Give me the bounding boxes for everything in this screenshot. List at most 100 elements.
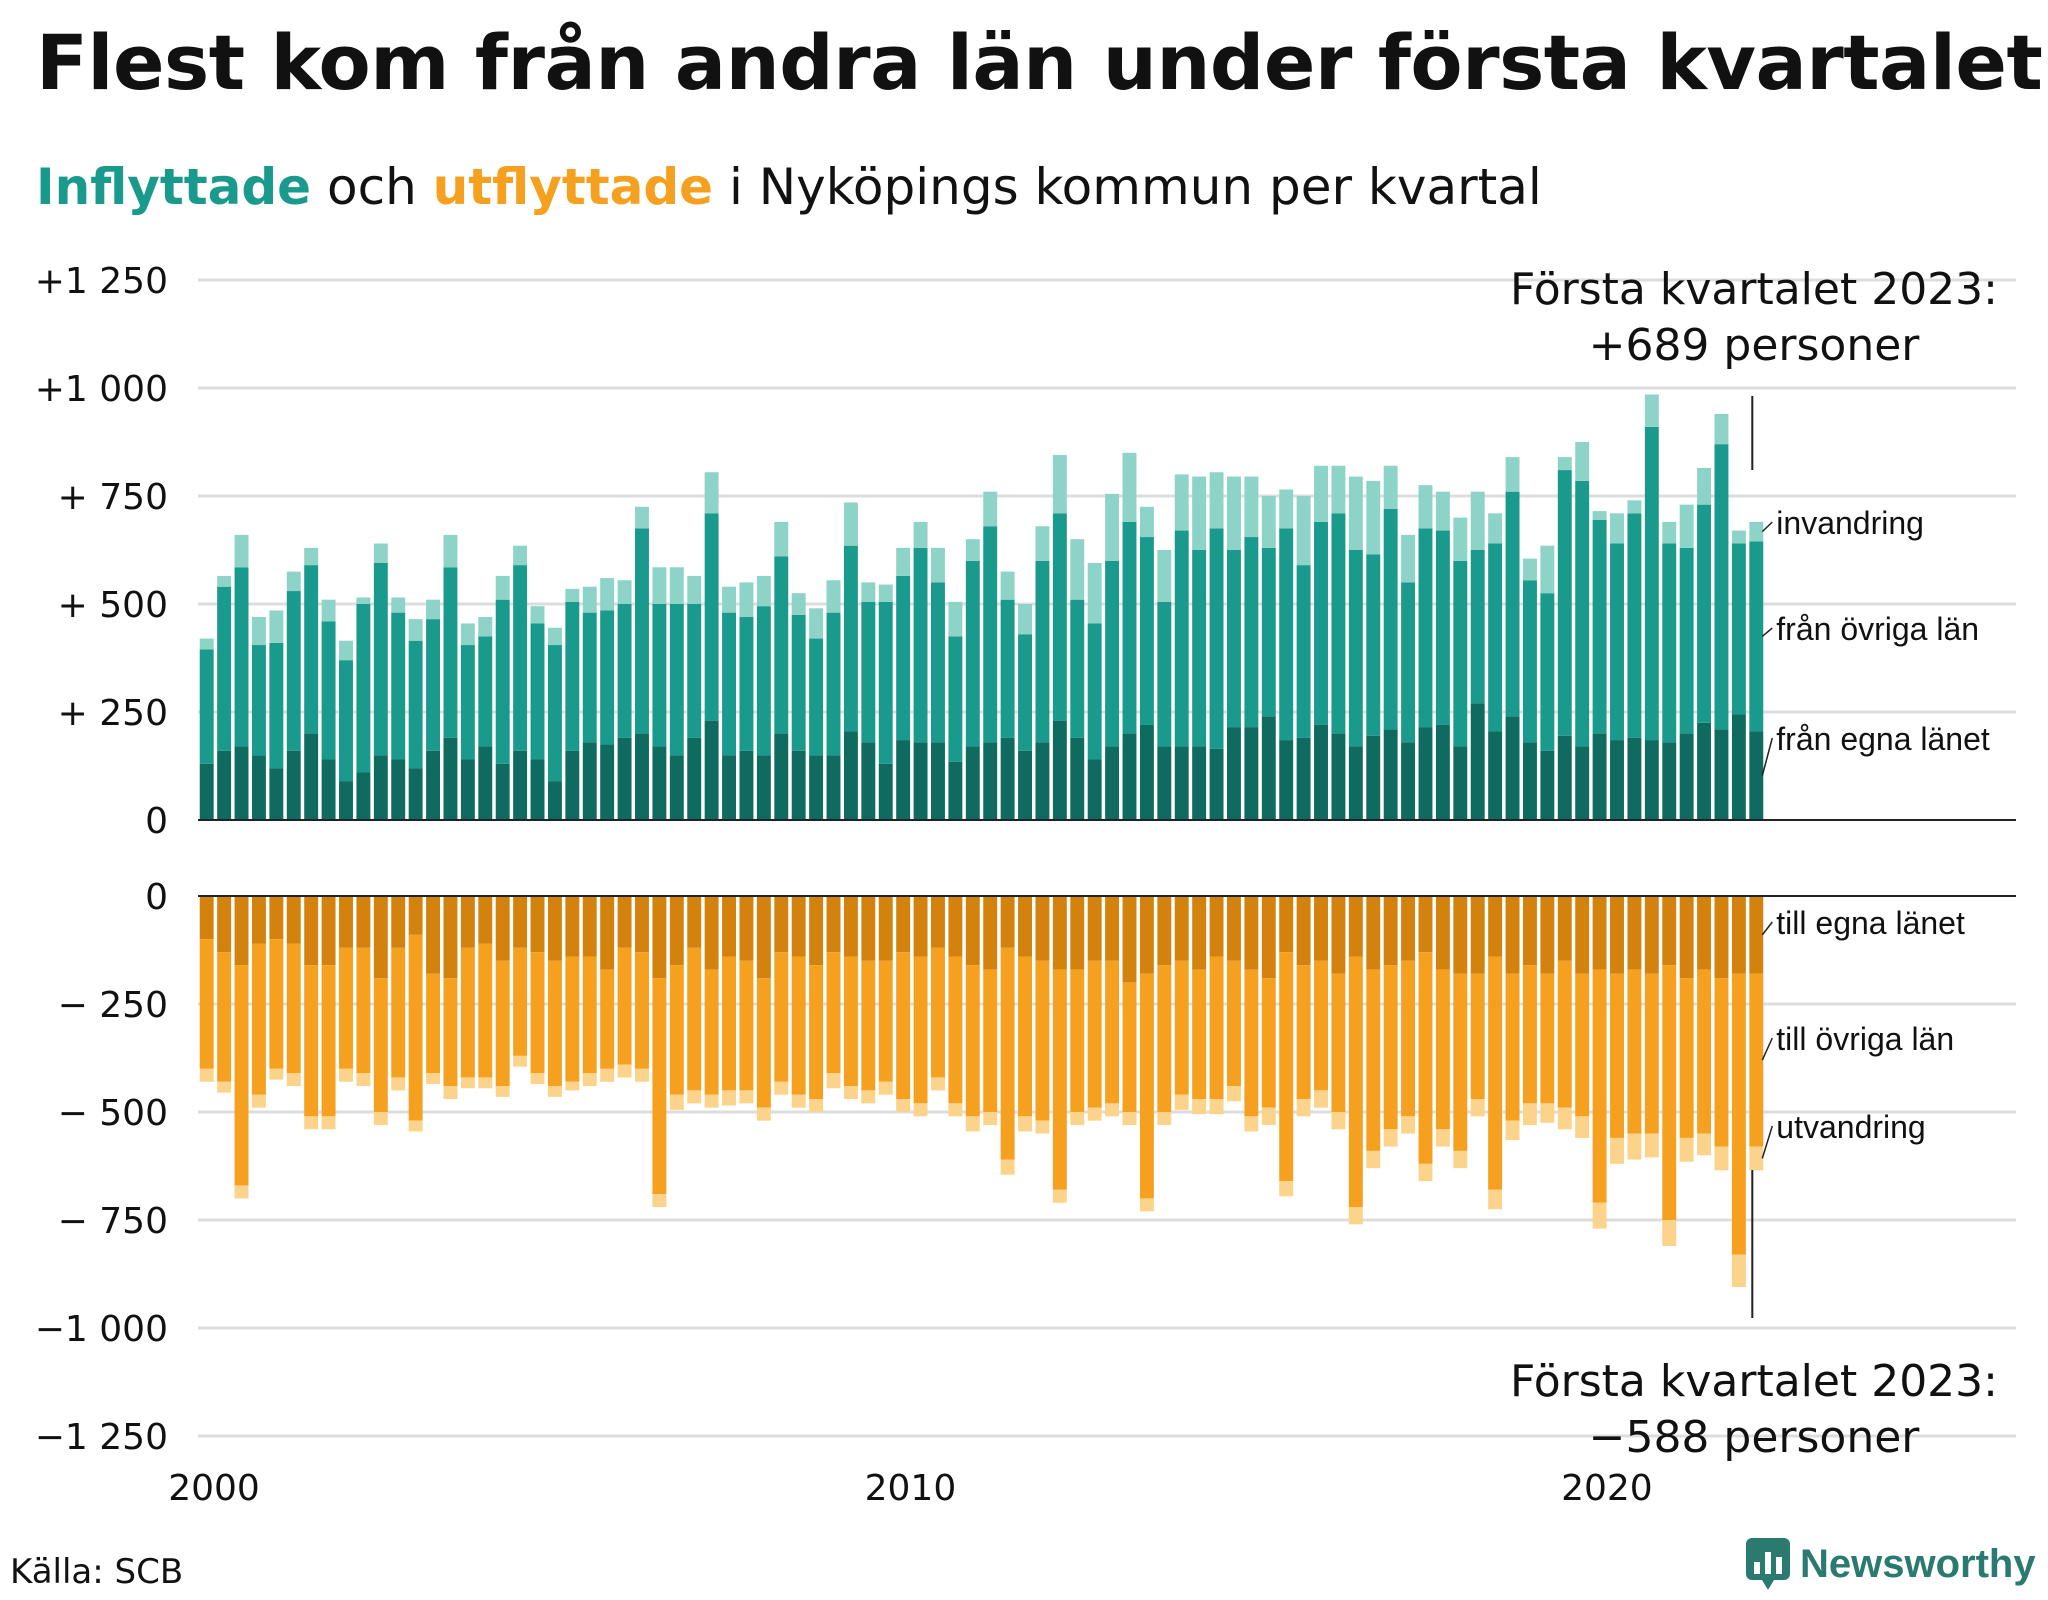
bar-out-own (217, 896, 232, 953)
bar-in-imm (1610, 513, 1624, 544)
bar-out-other (1331, 973, 1346, 1112)
bar-in-other (1192, 550, 1207, 747)
bar-in-imm (1174, 474, 1189, 531)
bar-in-own (234, 746, 249, 820)
bar-in-other (460, 645, 475, 760)
bar-in-other (269, 642, 284, 769)
bar-in-imm (861, 582, 876, 602)
bar-in-imm (1192, 476, 1207, 550)
bar-in-own (321, 759, 336, 820)
bar-in-imm (1540, 545, 1555, 594)
bar-out-other (826, 952, 841, 1074)
bar-in-other (513, 565, 528, 751)
bar-in-own (339, 781, 353, 820)
bar-in-own (1575, 746, 1590, 820)
bar-out-emi (1070, 1112, 1085, 1125)
bar-in-imm (931, 547, 945, 583)
bar-out-own (983, 896, 998, 970)
bar-out-emi (565, 1081, 580, 1091)
bar-out-emi (1174, 1094, 1189, 1110)
bar-in-imm (1087, 562, 1102, 624)
bar-out-other (774, 952, 789, 1082)
bar-in-imm (1226, 476, 1241, 550)
bar-out-other (1557, 960, 1572, 1108)
bar-in-other (443, 567, 458, 738)
bar-in-imm (199, 638, 214, 650)
bar-out-own (1401, 896, 1416, 961)
annotation-bottom: Första kvartalet 2023: (1510, 1356, 1998, 1407)
chart-subtitle: Inflyttade och utflyttade i Nyköpings ko… (36, 158, 1542, 216)
bar-out-own (617, 896, 632, 948)
bar-out-other (1000, 947, 1015, 1160)
bar-in-other (1087, 623, 1102, 760)
bar-out-other (600, 969, 615, 1069)
bar-in-imm (1749, 521, 1764, 542)
bar-in-own (582, 742, 597, 820)
bar-out-emi (1714, 1146, 1729, 1171)
bar-in-imm (1731, 530, 1746, 544)
bar-in-imm (704, 472, 719, 514)
bar-out-emi (1662, 1220, 1677, 1246)
bar-out-own (1435, 896, 1450, 970)
bar-out-own (339, 896, 353, 948)
bar-in-own (356, 772, 371, 820)
bar-in-other (1714, 444, 1729, 730)
source-label: Källa: SCB (10, 1552, 184, 1592)
x-tick-label: 2010 (865, 1468, 957, 1509)
bar-out-emi (1522, 1103, 1537, 1125)
bar-out-own (1366, 896, 1381, 970)
bar-out-emi (443, 1086, 458, 1100)
chart-title: Flest kom från andra län under första kv… (36, 18, 2043, 107)
bar-out-emi (739, 1090, 754, 1104)
bar-in-imm (1662, 521, 1677, 544)
bar-out-emi (704, 1094, 719, 1108)
bar-in-imm (426, 599, 441, 620)
bar-in-imm (1157, 550, 1172, 602)
bar-in-imm (722, 586, 737, 613)
bar-out-own (1244, 896, 1259, 970)
bar-in-own (878, 763, 893, 820)
bar-out-emi (1122, 1112, 1137, 1125)
bar-out-emi (1575, 1116, 1590, 1138)
brand-logo[interactable]: Newsworthy (1746, 1538, 2036, 1590)
bar-in-other (1261, 547, 1276, 717)
bar-out-own (722, 896, 737, 957)
bar-out-emi (547, 1086, 562, 1097)
bar-in-own (809, 755, 824, 820)
bar-out-own (1522, 896, 1537, 966)
bar-out-emi (1209, 1099, 1224, 1115)
y-tick-label: + 500 (58, 585, 168, 626)
bar-out-emi (234, 1185, 249, 1199)
bar-in-own (1610, 740, 1624, 820)
bar-out-emi (1453, 1150, 1468, 1169)
bar-out-other (1209, 956, 1224, 1100)
bar-in-own (1209, 748, 1224, 820)
bar-out-own (1314, 896, 1328, 961)
bar-out-other (426, 973, 441, 1074)
bar-in-own (652, 746, 667, 820)
bar-in-other (1435, 530, 1450, 725)
x-tick-label: 2000 (168, 1468, 260, 1509)
bar-out-emi (1731, 1254, 1746, 1287)
bar-out-emi (983, 1112, 998, 1125)
bar-out-other (321, 965, 336, 1117)
bar-in-imm (217, 575, 232, 587)
bar-in-imm (1244, 476, 1259, 538)
bar-out-other (1575, 973, 1590, 1117)
bar-in-imm (1592, 511, 1607, 520)
bar-out-emi (861, 1090, 876, 1104)
bar-out-emi (1557, 1107, 1572, 1130)
bar-in-other (1540, 593, 1555, 751)
bar-out-other (1122, 982, 1137, 1112)
bar-in-imm (878, 584, 893, 602)
bar-out-emi (304, 1116, 319, 1130)
bar-out-emi (635, 1068, 649, 1082)
bar-in-imm (286, 571, 301, 592)
bar-out-other (1174, 960, 1189, 1095)
bar-out-emi (513, 1055, 528, 1067)
bar-out-other (1610, 973, 1624, 1138)
bar-in-other (1731, 543, 1746, 715)
bar-out-emi (478, 1077, 493, 1089)
bar-out-other (756, 978, 771, 1108)
bar-out-own (1592, 896, 1607, 970)
